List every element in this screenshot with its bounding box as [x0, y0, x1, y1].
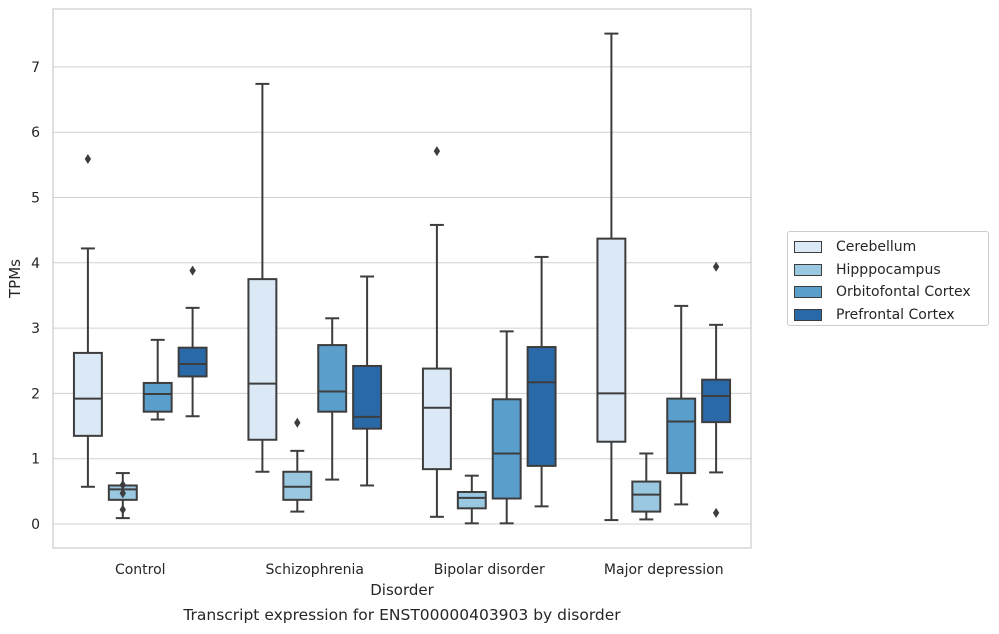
x-tick-label: Major depression	[604, 562, 724, 578]
outlier-point	[119, 488, 126, 499]
box	[631, 480, 662, 513]
legend-item-cerebellum: Cerebellum	[794, 236, 988, 259]
x-axis-label: Disorder	[370, 581, 434, 599]
chart-caption: Transcript expression for ENST0000040390…	[183, 606, 621, 624]
legend: Cerebellum Hipppocampus Orbitofontal Cor…	[787, 231, 989, 326]
y-tick-label: 4	[31, 256, 40, 272]
legend-swatch	[794, 263, 822, 276]
outlier-point	[84, 153, 92, 164]
y-tick-label: 5	[31, 191, 40, 207]
legend-swatch	[794, 241, 822, 254]
legend-label: Hipppocampus	[836, 261, 941, 278]
legend-label: Cerebellum	[836, 239, 917, 256]
x-tick-label: Schizophrenia	[266, 562, 364, 578]
y-tick-label: 3	[31, 321, 40, 337]
legend-item-orbitofrontal: Orbitofontal Cortex	[794, 281, 988, 304]
box	[421, 367, 452, 471]
y-tick-label: 0	[31, 517, 40, 533]
outlier-point	[119, 504, 126, 515]
box	[352, 364, 383, 430]
y-tick-label: 2	[31, 386, 40, 402]
plot-frame	[52, 8, 752, 549]
outlier-point	[119, 479, 126, 490]
y-axis-label: TPMs	[6, 259, 24, 299]
outlier-point	[712, 507, 720, 518]
outlier-point	[294, 417, 301, 428]
legend-swatch	[794, 308, 822, 321]
legend-swatch	[794, 286, 822, 299]
box	[491, 398, 522, 500]
legend-item-prefrontal: Prefrontal Cortex	[794, 304, 988, 327]
y-tick-label: 6	[31, 125, 40, 141]
box	[456, 491, 487, 510]
box	[526, 346, 557, 467]
x-tick-label: Bipolar disorder	[434, 562, 545, 578]
outlier-point	[433, 146, 441, 157]
y-tick-label: 7	[31, 60, 40, 76]
legend-item-hippocampus: Hipppocampus	[794, 259, 988, 282]
legend-label: Prefrontal Cortex	[836, 306, 955, 323]
box	[247, 278, 278, 441]
y-tick-label: 1	[31, 452, 40, 468]
box	[142, 381, 173, 413]
plot-area	[53, 9, 751, 548]
box	[666, 397, 697, 475]
outlier-point	[712, 261, 720, 272]
box	[701, 378, 732, 424]
x-tick-label: Control	[115, 562, 166, 578]
box	[596, 237, 627, 443]
legend-label: Orbitofontal Cortex	[836, 284, 971, 301]
box	[317, 344, 348, 413]
outlier-point	[189, 265, 196, 276]
box	[72, 351, 103, 437]
box	[177, 346, 208, 378]
